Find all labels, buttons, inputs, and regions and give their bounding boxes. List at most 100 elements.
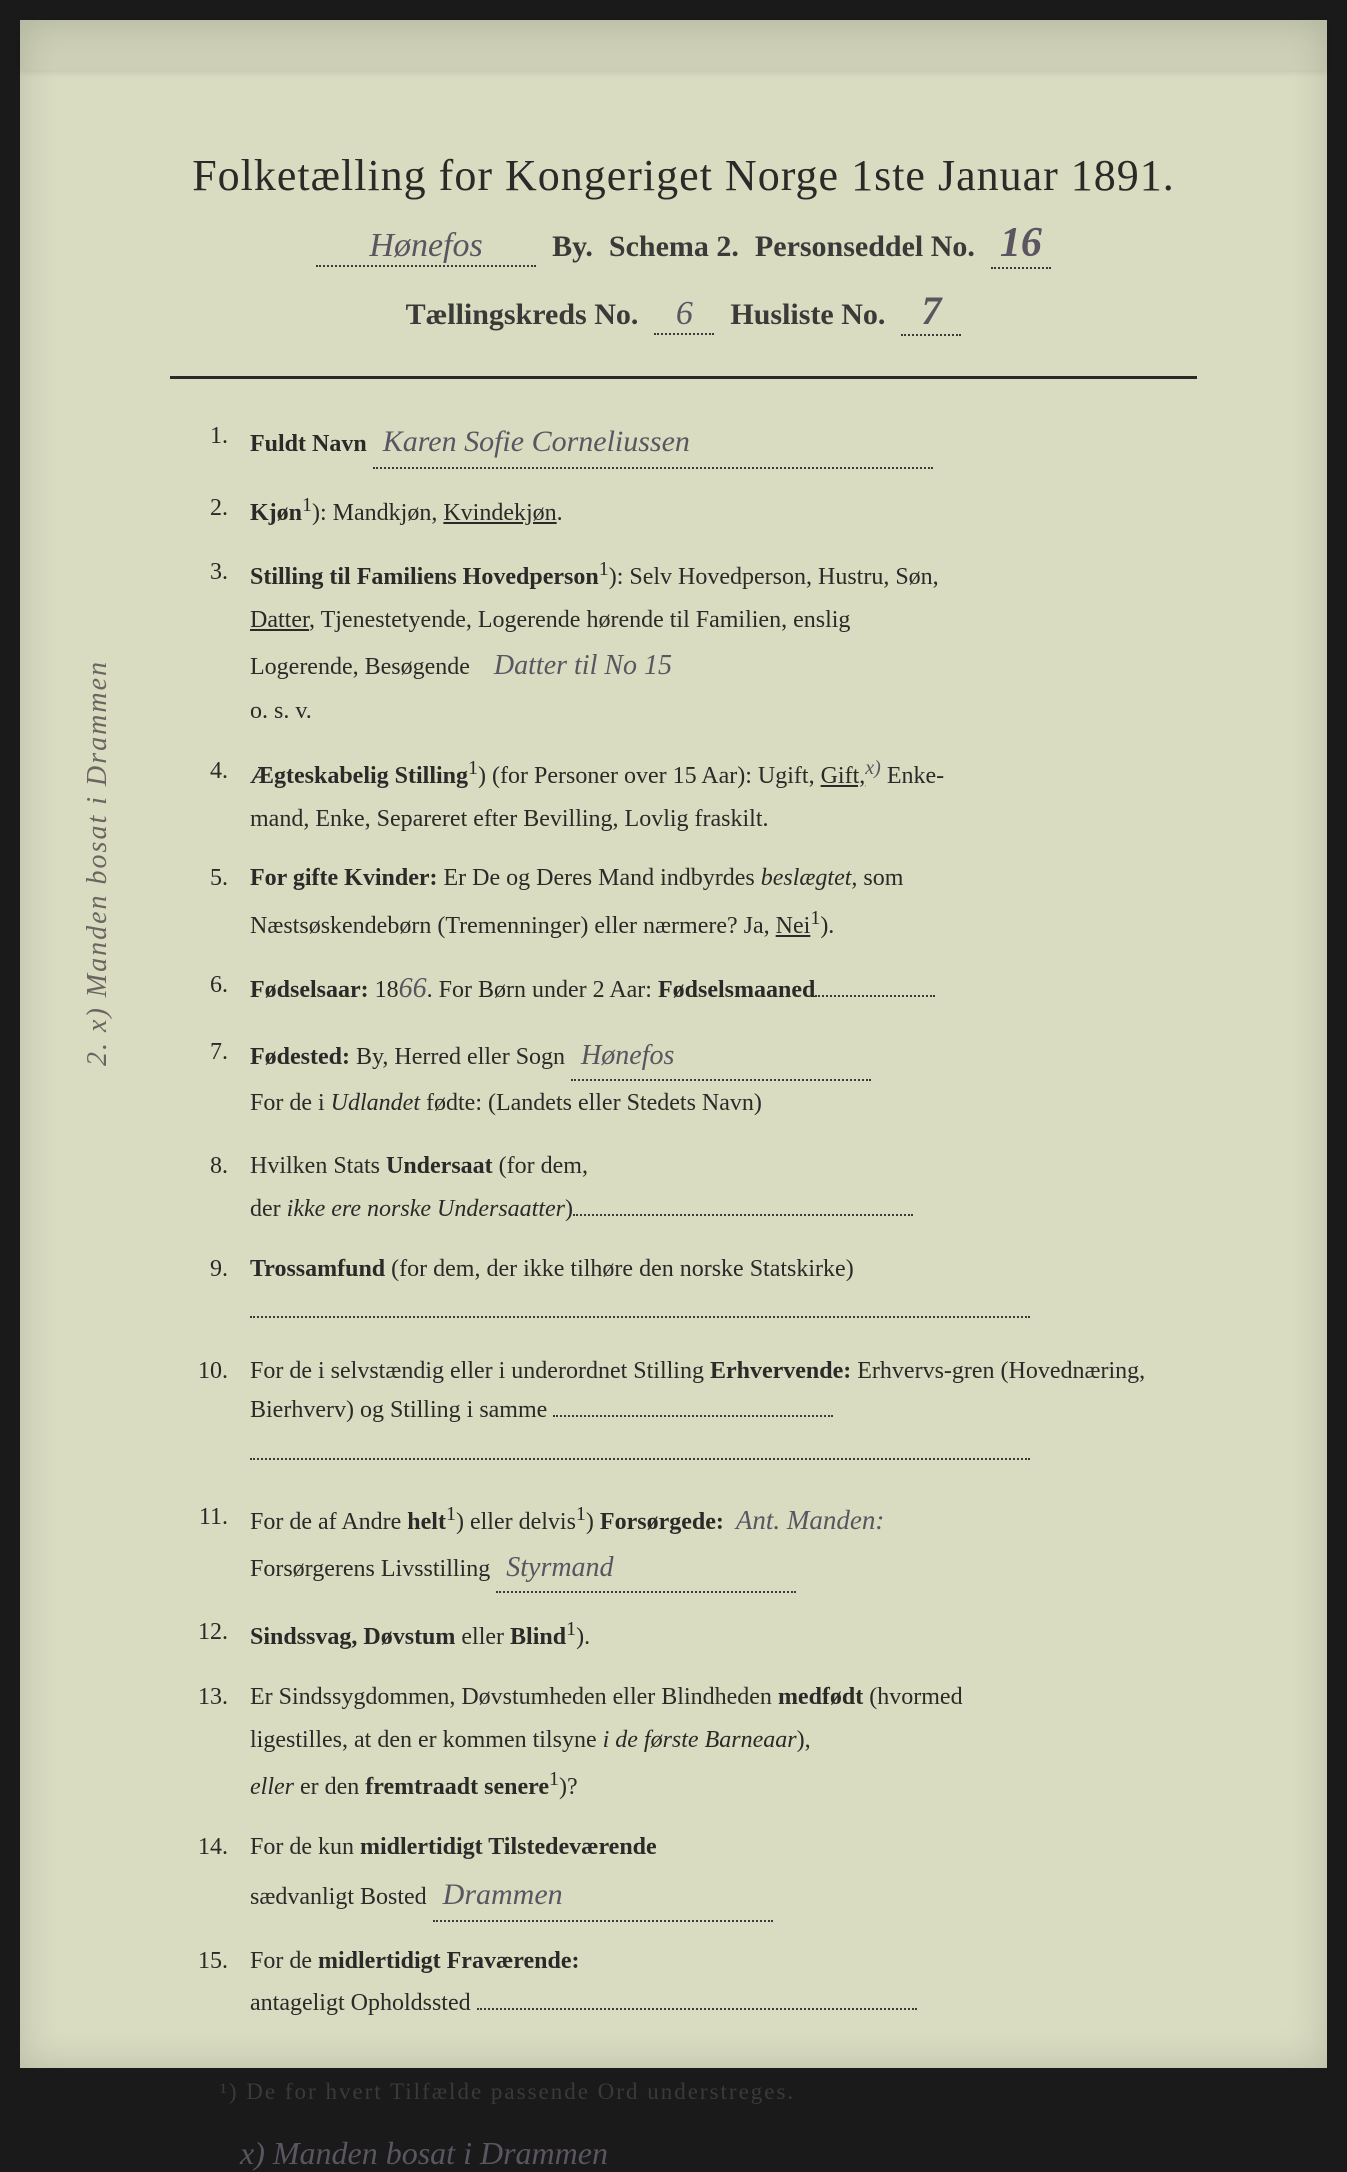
- num-4: 4.: [190, 752, 250, 839]
- item-9: 9. Trossamfund (for dem, der ikke tilhør…: [190, 1250, 1207, 1332]
- datter: Datter: [250, 607, 309, 633]
- header-title: Folketælling for Kongeriget Norge 1ste J…: [160, 150, 1207, 201]
- line2i-8: ikke ere norske Undersaatter: [287, 1196, 565, 1222]
- item-2: 2. Kjøn1): Mandkjøn, Kvindekjøn.: [190, 489, 1207, 534]
- num-1: 1.: [190, 417, 250, 469]
- form-body: 1. Fuldt Navn Karen Sofie Corneliussen 2…: [160, 417, 1207, 2024]
- text-11a: For de af Andre: [250, 1509, 407, 1535]
- close-13: )?: [559, 1774, 578, 1800]
- label-14: midlertidigt Tilstedeværende: [360, 1834, 657, 1860]
- medfodt: medfødt: [778, 1684, 863, 1710]
- line1b-5: som: [857, 865, 903, 891]
- item-6: 6. Fødselsaar: 1866. For Børn under 2 Aa…: [190, 966, 1207, 1012]
- item-4: 4. Ægteskabelig Stilling1) (for Personer…: [190, 752, 1207, 839]
- label-8: Undersaat: [386, 1153, 493, 1179]
- line2a-13: ligestilles, at den er kommen tilsyne: [250, 1727, 603, 1753]
- fill-10b: [250, 1458, 1030, 1460]
- text-14a: For de kun: [250, 1834, 360, 1860]
- item-5: 5. For gifte Kvinder: Er De og Deres Man…: [190, 859, 1207, 946]
- value-7: Hønefos: [571, 1033, 871, 1081]
- sup-4: 1: [468, 757, 478, 779]
- by-label: By.: [552, 230, 593, 264]
- label-10: Erhvervende:: [710, 1358, 851, 1384]
- husliste-no: 7: [901, 287, 961, 336]
- bottom-handwriting: x) Manden bosat i Drammen: [240, 2135, 1207, 2172]
- item-8: 8. Hvilken Stats Undersaat (for dem, der…: [190, 1147, 1207, 1229]
- label-2: Kjøn: [250, 500, 302, 526]
- close-5: ).: [820, 913, 834, 939]
- num-13: 13.: [190, 1678, 250, 1808]
- schema-label: Schema 2.: [609, 230, 739, 264]
- line2b-7: fødte: (Landets eller Stedets Navn): [420, 1090, 762, 1116]
- text-15a: For de: [250, 1948, 318, 1974]
- helt: helt: [407, 1509, 446, 1535]
- num-10: 10.: [190, 1352, 250, 1474]
- margin-note: 2. x) Manden bosat i Drammen: [82, 660, 114, 1066]
- sup2-11: 1: [576, 1503, 586, 1525]
- footnote: ¹) De for hvert Tilfælde passende Ord un…: [220, 2079, 1177, 2105]
- label-5: For gifte Kvinder:: [250, 865, 438, 891]
- item-14: 14. For de kun midlertidigt Tilstedevære…: [190, 1828, 1207, 1922]
- form-header: Folketælling for Kongeriget Norge 1ste J…: [160, 150, 1207, 336]
- fill-10a: [553, 1415, 833, 1417]
- line3a-13: er den: [294, 1774, 365, 1800]
- line2a-11: Forsørgerens Livsstilling: [250, 1556, 490, 1582]
- line2a-14: sædvanligt Bosted: [250, 1884, 427, 1910]
- item-7: 7. Fødested: By, Herred eller Sogn Hønef…: [190, 1033, 1207, 1124]
- year-prefix: 18: [375, 977, 399, 1003]
- hand-14: Drammen: [433, 1870, 773, 1922]
- item-10: 10. For de i selvstændig eller i underor…: [190, 1352, 1207, 1474]
- text-12a: eller: [455, 1624, 510, 1650]
- num-14: 14.: [190, 1828, 250, 1922]
- num-3: 3.: [190, 553, 250, 732]
- header-row-2: Tællingskreds No. 6 Husliste No. 7: [160, 287, 1207, 336]
- text-11b: ) eller delvis: [456, 1509, 576, 1535]
- item-12: 12. Sindssvag, Døvstum eller Blind1).: [190, 1613, 1207, 1658]
- line1-3: ): Selv Hovedperson, Hustru, Søn,: [609, 564, 939, 590]
- month-fill: [815, 995, 935, 997]
- label-15: midlertidigt Fraværende:: [318, 1948, 580, 1974]
- sup-2: 1: [302, 494, 312, 516]
- label-12: Sindssvag, Døvstum: [250, 1624, 455, 1650]
- text-7a: By, Herred eller Sogn: [350, 1044, 565, 1070]
- line3i-13: eller: [250, 1774, 294, 1800]
- husliste-label: Husliste No.: [730, 298, 885, 332]
- text-8a: Hvilken Stats: [250, 1153, 386, 1179]
- sup-12: 1: [566, 1618, 576, 1640]
- item-3: 3. Stilling til Familiens Hovedperson1):…: [190, 553, 1207, 732]
- census-form-page: 2. x) Manden bosat i Drammen Folketællin…: [20, 20, 1327, 2068]
- sup-5: 1: [810, 907, 820, 929]
- text-10a: For de i selvstændig eller i underordnet…: [250, 1358, 710, 1384]
- header-row-1: Hønefos By. Schema 2. Personseddel No. 1…: [160, 219, 1207, 269]
- value-1: Karen Sofie Corneliussen: [373, 417, 933, 469]
- personseddel-no: 16: [991, 219, 1051, 269]
- label-4: Ægteskabelig Stilling: [250, 763, 468, 789]
- text-8b: (for dem,: [493, 1153, 588, 1179]
- line4-3: o. s. v.: [250, 692, 1207, 732]
- sup-13: 1: [549, 1768, 559, 1790]
- label-1: Fuldt Navn: [250, 431, 367, 457]
- blind: Blind: [510, 1624, 566, 1650]
- text-11c: ): [586, 1509, 600, 1535]
- line2-4: mand, Enke, Separeret efter Bevilling, L…: [250, 800, 1207, 840]
- gift-sup: x): [865, 757, 881, 779]
- gift: Gift,: [821, 763, 866, 789]
- hand2-11: Styrmand: [496, 1545, 796, 1593]
- label-6b: Fødselsmaaned: [658, 977, 815, 1003]
- label-11: Forsørgede:: [600, 1509, 724, 1535]
- num-8: 8.: [190, 1147, 250, 1229]
- line1b-4: Enke-: [881, 763, 944, 789]
- label-9: Trossamfund: [250, 1256, 385, 1282]
- line2b-3: , Tjenestetyende, Logerende hørende til …: [309, 607, 850, 633]
- city-value: Hønefos: [316, 227, 536, 267]
- line3a-3: Logerende, Besøgende: [250, 654, 470, 680]
- line1-5: Er De og Deres Mand indbyrdes: [438, 865, 761, 891]
- text-6a: . For Børn under 2 Aar:: [427, 977, 658, 1003]
- line3-hand: Datter til No 15: [494, 650, 672, 681]
- num-9: 9.: [190, 1250, 250, 1332]
- text-13a: Er Sindssygdommen, Døvstumheden eller Bl…: [250, 1684, 778, 1710]
- kreds-no: 6: [654, 295, 714, 335]
- line2a-7: For de i: [250, 1090, 331, 1116]
- num-5: 5.: [190, 859, 250, 946]
- line1i-5: beslægtet,: [761, 865, 858, 891]
